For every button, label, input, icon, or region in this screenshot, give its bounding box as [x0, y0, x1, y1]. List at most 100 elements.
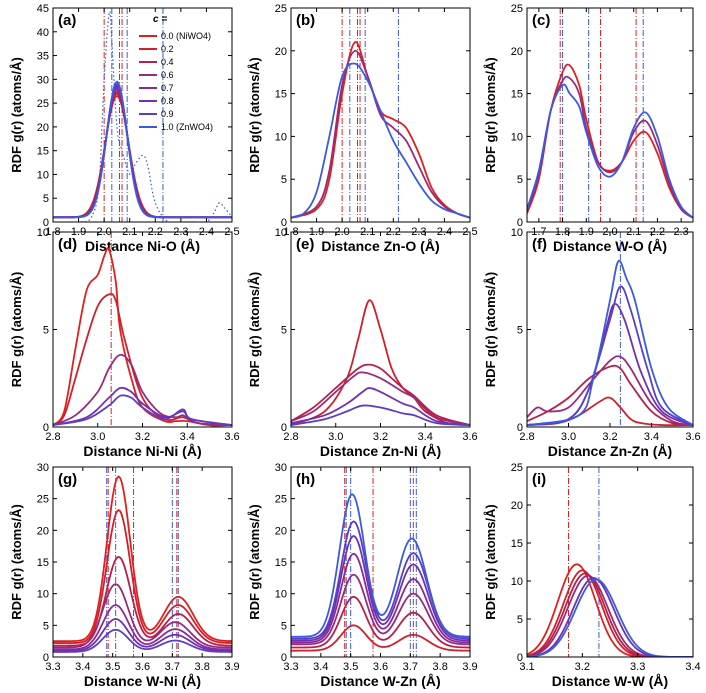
y-tick-label: 0 [281, 422, 287, 434]
x-tick-label: 3.0 [90, 431, 105, 443]
x-tick-label: 3.6 [462, 431, 477, 443]
y-tick-label: 25 [37, 98, 49, 110]
x-tick-label: 2.8 [519, 431, 534, 443]
y-tick-label: 10 [511, 131, 523, 143]
legend-entry: 0.6 [161, 70, 174, 80]
y-tick-label: 0 [281, 217, 287, 229]
legend-entry: 1.0 (ZnWO4) [161, 122, 213, 132]
series-line [291, 299, 470, 426]
series-line [53, 86, 232, 219]
series-line [527, 285, 693, 426]
x-tick-label: 3.3 [283, 661, 298, 673]
y-tick-label: 20 [511, 46, 523, 58]
x-axis-label: Distance Zn-Zn (Å) [548, 443, 672, 459]
panel-label: (b) [296, 12, 315, 29]
y-tick-label: 45 [37, 3, 49, 15]
y-tick-label: 5 [43, 325, 49, 337]
x-axis-label: Distance W-W (Å) [552, 673, 668, 689]
y-tick-label: 20 [275, 525, 287, 537]
series-line [53, 82, 232, 219]
x-tick-label: 3.4 [75, 661, 90, 673]
plot-area [527, 8, 693, 222]
x-tick-label: 3.2 [602, 431, 617, 443]
panel-a: 1.81.92.02.12.22.32.42.50510152025303540… [9, 3, 240, 254]
axes-frame [52, 466, 233, 658]
x-tick-label: 3.2 [373, 431, 388, 443]
y-tick-label: 15 [37, 146, 49, 158]
series-line [291, 371, 470, 426]
legend-entry: 0.2 [161, 44, 174, 54]
x-tick-label: 3.5 [343, 661, 358, 673]
y-tick-label: 5 [281, 325, 287, 337]
series-line [53, 475, 232, 643]
y-tick-label: 30 [37, 462, 49, 474]
y-axis-label: RDF g(r) (atoms/Å) [9, 504, 24, 620]
series-line [53, 618, 232, 652]
y-tick-label: 5 [517, 174, 523, 186]
panel-label: (a) [58, 12, 76, 29]
series-line [291, 387, 470, 426]
axes-frame [526, 7, 694, 223]
series-line [53, 84, 232, 219]
x-axis-label: Distance Ni-Ni (Å) [83, 443, 201, 459]
y-tick-label: 15 [275, 89, 287, 101]
x-tick-label: 3.4 [418, 431, 433, 443]
x-axis-label: Distance W-Zn (Å) [320, 673, 440, 689]
series-line [291, 552, 470, 644]
panel-h: 3.3 3.4 3.5 3.6 3.7 3.8 3.9 0 5 10 15 20 25 30 (h) Dist… [247, 462, 478, 689]
y-tick-label: 25 [511, 462, 523, 474]
y-tick-label: 5 [517, 614, 523, 626]
series-line [53, 87, 232, 219]
y-tick-label: 0 [43, 652, 49, 664]
series-line [53, 353, 232, 427]
series-line [291, 520, 470, 640]
x-tick-label: 3.6 [224, 431, 239, 443]
panel-label: (g) [58, 471, 77, 488]
y-tick-label: 10 [37, 227, 49, 239]
y-axis-label: RDF g(r) (atoms/Å) [9, 272, 24, 388]
y-tick-label: 25 [275, 494, 287, 506]
y-tick-label: 15 [511, 538, 523, 550]
x-axis-label: Distance W-Ni (Å) [84, 673, 201, 689]
plot-area [291, 8, 470, 222]
y-tick-label: 30 [37, 74, 49, 86]
series-line [53, 90, 232, 219]
y-tick-label: 5 [43, 193, 49, 205]
series-line [291, 404, 470, 426]
series-line [53, 628, 232, 653]
series-line [527, 75, 693, 219]
series-line [53, 583, 232, 649]
legend-entry: 0.4 [161, 57, 174, 67]
y-tick-label: 30 [275, 462, 287, 474]
series-line [53, 394, 232, 426]
x-tick-label: 3.0 [561, 431, 576, 443]
y-tick-label: 10 [275, 131, 287, 143]
y-tick-label: 35 [37, 51, 49, 63]
x-tick-label: 3.9 [224, 661, 239, 673]
x-tick-label: 3.5 [105, 661, 120, 673]
plot-area [53, 232, 232, 427]
x-tick-label: 3.4 [313, 661, 328, 673]
y-tick-label: 0 [43, 422, 49, 434]
series-line [53, 508, 232, 644]
y-tick-label: 10 [37, 589, 49, 601]
series-line [527, 259, 693, 426]
series-line [291, 535, 470, 642]
dotted-reference-curve [53, 10, 232, 222]
legend: c = 0.0 (NiWO4) 0.2 0.4 0.6 0.7 0.8 0.9 1.0 (ZnW… [139, 14, 213, 132]
x-tick-label: 3.2 [135, 431, 150, 443]
panel-i: 3.1 3.2 3.3 3.4 0 5 10 15 20 25 (i) Distance W-W (Å… [483, 462, 701, 689]
legend-entry: 0.8 [161, 96, 174, 106]
panel-label: (f) [532, 236, 547, 253]
series-line [291, 624, 470, 652]
series-line [527, 563, 693, 657]
legend-entry: 0.9 [161, 109, 174, 119]
series-line [291, 62, 470, 219]
y-tick-label: 20 [37, 122, 49, 134]
y-tick-label: 20 [275, 46, 287, 58]
plot-area [527, 467, 693, 657]
y-tick-label: 5 [43, 620, 49, 632]
x-tick-label: 3.0 [328, 431, 343, 443]
y-axis-label: RDF g(r) (atoms/Å) [483, 272, 498, 388]
y-tick-label: 15 [37, 557, 49, 569]
